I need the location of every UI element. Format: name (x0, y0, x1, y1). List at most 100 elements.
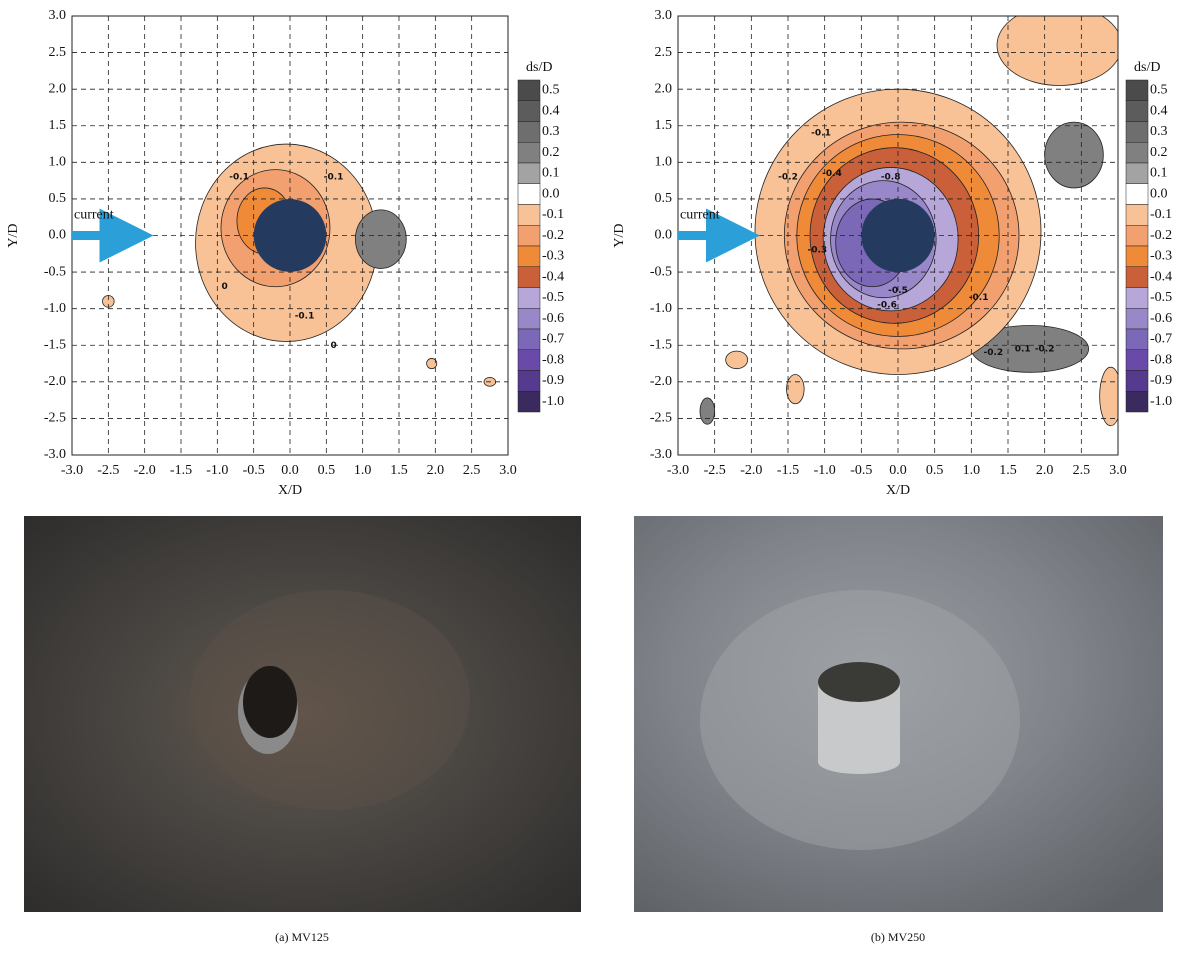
y-tick-label: -1.5 (44, 337, 66, 352)
colorbar-label: -0.7 (1150, 332, 1172, 347)
y-tick-label: 2.5 (655, 45, 673, 60)
y-tick-label: 2.0 (49, 81, 67, 96)
x-tick-label: 1.0 (963, 463, 981, 478)
y-tick-label: 2.0 (655, 81, 673, 96)
colorbar-cell (518, 329, 540, 350)
colorbar-label: -0.2 (542, 228, 564, 243)
colorbar-label: -0.8 (1150, 352, 1172, 367)
y-tick-label: -3.0 (44, 447, 66, 462)
figure: (a) MV125 (b) MV250 -3.0-2.5-2.0-1.5-1.0… (0, 0, 1192, 954)
colorbar-cell (518, 80, 540, 101)
colorbar-label: -1.0 (1150, 394, 1172, 409)
colorbar-cell (1126, 163, 1148, 184)
colorbar-cell (518, 246, 540, 267)
colorbar-label: -0.4 (1150, 269, 1172, 284)
colorbar-cell (518, 267, 540, 288)
x-tick-label: -3.0 (667, 463, 689, 478)
x-tick-label: -1.5 (170, 463, 192, 478)
y-tick-label: 0.0 (655, 228, 673, 243)
x-tick-label: 1.0 (354, 463, 372, 478)
colorbar-cell (518, 184, 540, 205)
colorbar-label: 0.0 (1150, 186, 1168, 201)
pile (861, 199, 934, 272)
y-tick-label: -1.0 (650, 301, 672, 316)
x-tick-label: 2.5 (463, 463, 481, 478)
colorbar-cell (1126, 350, 1148, 371)
contour-region (787, 375, 805, 404)
y-tick-label: -0.5 (650, 264, 672, 279)
colorbar-label: -0.9 (1150, 373, 1172, 388)
y-tick-label: 1.5 (49, 118, 67, 133)
contour-label: 0 (330, 341, 336, 351)
x-tick-label: 3.0 (499, 463, 517, 478)
photo-b (634, 516, 1163, 912)
y-tick-label: -0.5 (44, 264, 66, 279)
colorbar-label: -0.8 (542, 352, 564, 367)
contour-chart: -3.0 -2.5 -2.0 -1.5 -1.0 -0.5 0.0 0.5 1.0 1.5 2.0 2… (6, 8, 564, 498)
x-tick-label: 3.0 (1109, 463, 1127, 478)
x-tick-label: -1.5 (777, 463, 799, 478)
x-tick-label: 0.0 (281, 463, 299, 478)
colorbar-cell (518, 163, 540, 184)
contour-label: -0.2 (983, 348, 1003, 358)
colorbar-cell (518, 371, 540, 392)
colorbar-cell (1126, 80, 1148, 101)
x-tick-label: 2.5 (1073, 463, 1091, 478)
y-tick-label: -2.0 (650, 374, 672, 389)
colorbar-label: -0.6 (1150, 311, 1172, 326)
y-tick-label: 0.5 (655, 191, 673, 206)
x-tick-label: 1.5 (999, 463, 1017, 478)
y-tick-label: 2.5 (49, 45, 67, 60)
annotation: current (680, 208, 720, 223)
contour-label: -0.1 (969, 293, 989, 303)
colorbar-label: -0.6 (542, 311, 564, 326)
caption: (a) MV125 (275, 930, 329, 944)
contour-label: -0.1 (811, 129, 831, 139)
x-tick-label: -1.0 (814, 463, 836, 478)
colorbar-cell (1126, 329, 1148, 350)
x-tick-label: -2.5 (704, 463, 726, 478)
colorbar-label: 0.5 (542, 83, 560, 98)
colorbar-cell (518, 101, 540, 122)
colorbar-label: -0.7 (542, 332, 564, 347)
colorbar-cell (1126, 288, 1148, 309)
colorbar-cell (1126, 267, 1148, 288)
x-tick-label: -2.5 (97, 463, 119, 478)
x-tick-label: 0.5 (926, 463, 944, 478)
contour-chart: -3.0 -2.5 -2.0 -1.5 -1.0 -0.5 0.0 0.5 1.0 1.5 2.0 2… (612, 5, 1172, 498)
contour-label: -0.2 (1035, 344, 1055, 354)
contour-label: -0.1 (229, 172, 249, 182)
x-tick-label: -2.0 (134, 463, 156, 478)
colorbar-cell (518, 142, 540, 163)
colorbar-label: -0.5 (1150, 290, 1172, 305)
colorbar-label: -1.0 (542, 394, 564, 409)
colorbar-title: ds/D (526, 60, 552, 75)
x-tick-label: 1.5 (390, 463, 408, 478)
contour-region (1045, 122, 1104, 188)
colorbar-cell (518, 288, 540, 309)
y-tick-label: -3.0 (650, 447, 672, 462)
y-tick-label: 1.0 (49, 155, 67, 170)
colorbar-label: 0.5 (1150, 83, 1168, 98)
colorbar-label: -0.4 (542, 269, 564, 284)
contour-label: -0.2 (778, 172, 798, 182)
x-tick-label: -0.5 (243, 463, 265, 478)
colorbar-label: 0.3 (1150, 124, 1168, 139)
colorbar-cell (518, 122, 540, 143)
y-tick-label: -2.5 (44, 411, 66, 426)
colorbar-cell (518, 225, 540, 246)
colorbar-title: ds/D (1134, 60, 1160, 75)
colorbar-label: 0.4 (1150, 103, 1168, 118)
x-tick-label: 0.5 (318, 463, 336, 478)
colorbar-label: -0.5 (542, 290, 564, 305)
colorbar-cell (518, 205, 540, 226)
y-tick-label: 3.0 (49, 8, 67, 23)
contour-label: -0.5 (888, 286, 908, 296)
colorbar-label: 0.0 (542, 186, 560, 201)
x-tick-label: -0.5 (850, 463, 872, 478)
colorbar-cell (1126, 371, 1148, 392)
contour-label: -0.1 (324, 172, 344, 182)
photo-a (24, 516, 581, 912)
colorbar-cell (1126, 205, 1148, 226)
contour-label: 0 (221, 282, 227, 292)
